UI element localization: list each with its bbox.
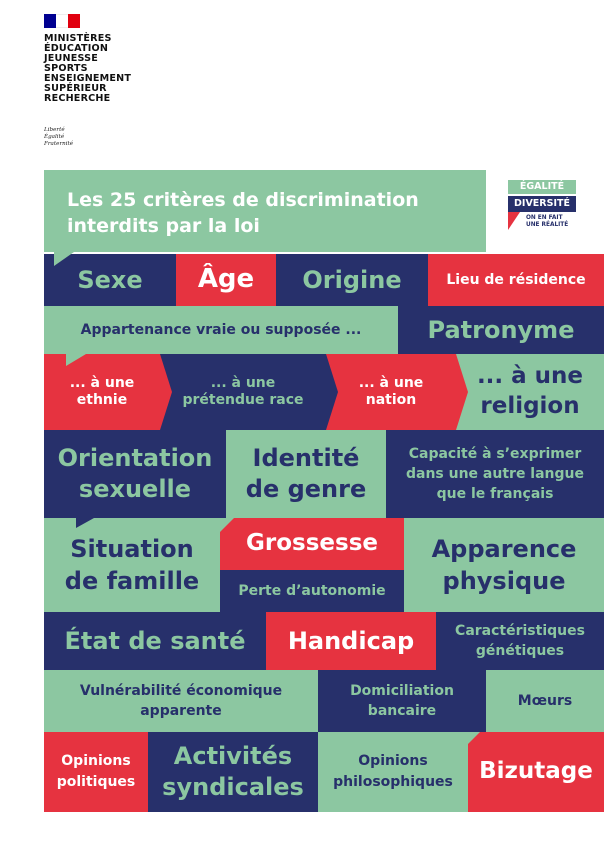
title-line: interdits par la loi	[67, 215, 260, 237]
criterion-situation-famille: Situation de famille	[44, 518, 220, 612]
speech-notch	[422, 612, 436, 626]
badge-egalite: ÉGALITÉ	[508, 180, 576, 194]
criterion-bizutage: Bizutage	[468, 732, 604, 812]
ministry-line: JEUNESSE	[44, 53, 99, 64]
badge-triangle-icon	[508, 212, 520, 230]
tagline-line: UNE RÉALITÉ	[526, 222, 569, 228]
speech-notch	[468, 732, 480, 744]
title-banner: Les 25 critères de discrimination interd…	[44, 170, 486, 252]
criterion-identite-genre: Identité de genre	[226, 430, 386, 518]
criterion-langue: Capacité à s’exprimer dans une autre lang…	[386, 430, 604, 518]
criterion-moeurs: Mœurs	[486, 670, 604, 732]
republic-motto: Liberté Égalité Fraternité	[44, 127, 73, 148]
criterion-grossesse: Grossesse	[220, 518, 404, 570]
criteria-board: Les 25 critères de discrimination interd…	[44, 170, 604, 812]
motto-line: Égalité	[44, 134, 65, 140]
criterion-pretendue-race: ... à une prétendue race	[160, 354, 326, 430]
ministry-line: SPORTS	[44, 63, 88, 74]
criterion-vulnerabilite-economique: Vulnérabilité économique apparente	[44, 670, 318, 732]
criterion-activites-syndicales: Activités syndicales	[148, 732, 318, 812]
criterion-religion: ... à une religion	[456, 354, 604, 430]
speech-notch	[66, 354, 86, 366]
ministry-line: SUPÉRIEUR	[44, 83, 107, 94]
badge-diversite: DIVERSITÉ	[508, 196, 576, 212]
criterion-perte-autonomie: Perte d’autonomie	[220, 570, 404, 612]
ministry-name: MINISTÈRES ÉDUCATION JEUNESSE SPORTS ENS…	[44, 34, 164, 104]
ministry-line: ÉDUCATION	[44, 43, 109, 54]
criterion-caracteristiques-genetiques: Caractéristiques génétiques	[436, 612, 604, 670]
criterion-etat-sante: État de santé	[44, 612, 266, 670]
criterion-lieu-residence: Lieu de résidence	[428, 254, 604, 306]
criterion-age: Âge	[176, 254, 276, 306]
criterion-ethnie: ... à une ethnie	[44, 354, 160, 430]
page-title: Les 25 critères de discrimination interd…	[67, 187, 447, 239]
criterion-appartenance: Appartenance vraie ou supposée ...	[44, 306, 398, 354]
speech-notch	[76, 518, 94, 528]
tagline-line: ON EN FAIT	[526, 215, 563, 221]
criterion-patronyme: Patronyme	[398, 306, 604, 354]
criterion-sexe: Sexe	[44, 254, 176, 306]
arrow-separator	[456, 354, 468, 430]
ministry-line: RECHERCHE	[44, 93, 111, 104]
criterion-opinions-politiques: Opinions politiques	[44, 732, 148, 812]
ministry-line: MINISTÈRES	[44, 33, 112, 44]
egalite-diversite-logo: ÉGALITÉ DIVERSITÉ ON EN FAIT UNE RÉALITÉ	[508, 180, 576, 238]
ministry-line: ENSEIGNEMENT	[44, 73, 132, 84]
speech-notch	[54, 252, 74, 266]
criterion-origine: Origine	[276, 254, 428, 306]
criterion-orientation-sexuelle: Orientation sexuelle	[44, 430, 226, 518]
speech-notch	[220, 518, 234, 532]
title-line: Les 25 critères de discrimination	[67, 189, 419, 211]
badge-tagline: ON EN FAIT UNE RÉALITÉ	[520, 212, 576, 234]
speech-notch	[306, 732, 318, 744]
criterion-nation: ... à une nation	[326, 354, 456, 430]
motto-line: Fraternité	[44, 141, 74, 147]
criterion-domiciliation-bancaire: Domiciliation bancaire	[318, 670, 486, 732]
arrow-separator	[326, 354, 338, 430]
arrow-separator	[160, 354, 172, 430]
criterion-opinions-philosophiques: Opinions philosophiques	[318, 732, 468, 812]
motto-line: Liberté	[44, 127, 65, 133]
criterion-handicap: Handicap	[266, 612, 436, 670]
french-flag-icon	[44, 14, 80, 28]
criterion-apparence-physique: Apparence physique	[404, 518, 604, 612]
